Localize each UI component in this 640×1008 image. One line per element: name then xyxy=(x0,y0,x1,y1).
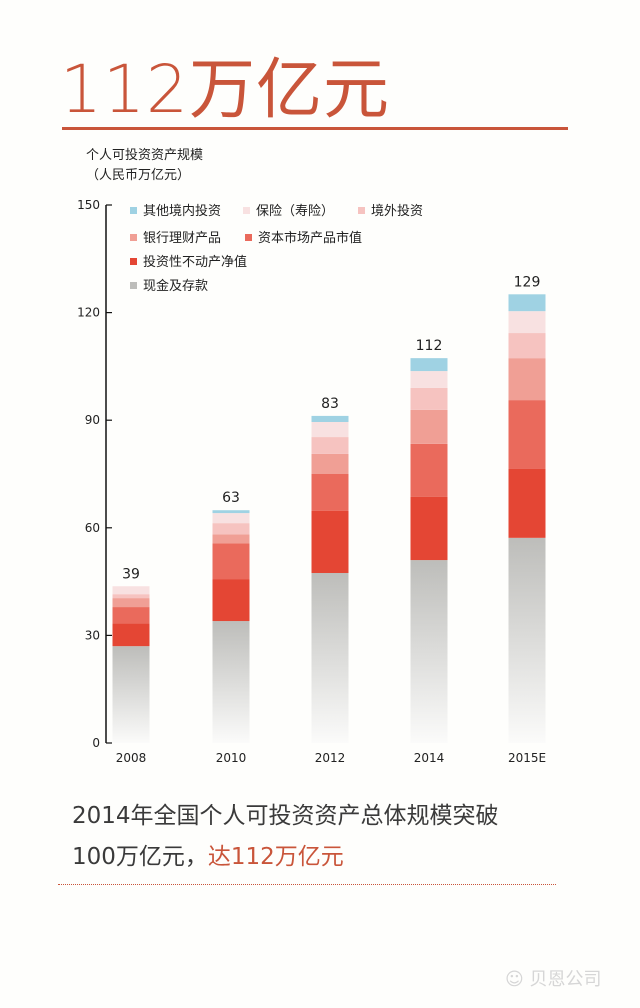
bar-segment xyxy=(410,358,448,372)
legend-swatch xyxy=(243,207,250,214)
bar-segment xyxy=(311,474,349,511)
legend-label: 保险（寿险） xyxy=(256,204,334,219)
bar-segment xyxy=(112,594,150,599)
bar-segment xyxy=(311,437,349,454)
y-axis-label-line2: （人民币万亿元） xyxy=(86,168,191,183)
bar-segment xyxy=(508,358,546,401)
bar-segment xyxy=(508,333,546,359)
bar-segment xyxy=(410,443,448,497)
legend-swatch xyxy=(245,234,252,241)
x-tick-label: 2014 xyxy=(414,751,445,765)
watermark-text: 贝恩公司 xyxy=(529,969,602,990)
summary-text: 2014年全国个人可投资资产总体规模突破 100万亿元，达112万亿元 xyxy=(72,796,499,878)
y-tick-label: 150 xyxy=(77,198,100,212)
bar-segment xyxy=(112,586,150,595)
legend-label: 投资性不动产净值 xyxy=(143,254,247,270)
bar-segment xyxy=(311,421,349,438)
summary-highlight: 达112万亿元 xyxy=(207,844,344,870)
bar-segment xyxy=(508,537,546,743)
bar-segment xyxy=(212,513,250,524)
bar-segment xyxy=(311,510,349,573)
y-tick-label: 0 xyxy=(92,736,100,750)
x-tick-label: 2012 xyxy=(315,751,346,765)
bar-segment xyxy=(410,496,448,561)
x-tick-label: 2010 xyxy=(216,751,247,765)
y-tick-label: 90 xyxy=(85,413,100,427)
bar-segment xyxy=(508,311,546,334)
bar-segment xyxy=(311,415,349,422)
headline: 112万亿元 xyxy=(60,51,390,128)
bar-segment xyxy=(112,607,150,624)
bar-total-label: 112 xyxy=(416,338,443,354)
bar-segment xyxy=(112,598,150,608)
bar-segment xyxy=(311,572,349,743)
bar-total-label: 83 xyxy=(321,396,339,412)
legend-swatch xyxy=(130,234,137,241)
legend-label: 资本市场产品市值 xyxy=(258,230,362,246)
bar-segment xyxy=(112,646,150,743)
bar-total-label: 129 xyxy=(514,274,541,290)
summary-line2: 100万亿元，达112万亿元 xyxy=(72,837,499,878)
bar-segment xyxy=(508,400,546,469)
bar-total-label: 63 xyxy=(222,490,240,506)
bar-segment xyxy=(212,621,250,743)
y-tick-label: 120 xyxy=(77,306,100,320)
legend-label: 其他境内投资 xyxy=(143,203,221,219)
title-rule xyxy=(62,127,568,130)
bar-segment xyxy=(410,371,448,388)
dotted-divider xyxy=(58,884,556,885)
bar-total-label: 39 xyxy=(122,566,140,582)
bar-segment xyxy=(212,510,250,514)
legend-label: 现金及存款 xyxy=(143,278,208,294)
bar-segment xyxy=(212,543,250,580)
bar-segment xyxy=(311,453,349,474)
summary-line1: 2014年全国个人可投资资产总体规模突破 xyxy=(72,803,499,829)
bar-segment xyxy=(212,534,250,544)
bar-segment xyxy=(410,409,448,444)
watermark: ☺ 贝恩公司 xyxy=(505,965,602,991)
legend-swatch xyxy=(358,207,365,214)
bar-segment xyxy=(212,523,250,535)
legend-label: 银行理财产品 xyxy=(143,231,221,246)
legend-swatch xyxy=(130,282,137,289)
y-axis-label-line1: 个人可投资资产规模 xyxy=(86,148,204,163)
bar-segment xyxy=(410,387,448,410)
bar-segment xyxy=(508,468,546,538)
bar-segment xyxy=(212,579,250,622)
bar-segment xyxy=(508,294,546,312)
y-tick-label: 30 xyxy=(85,628,100,642)
summary-plain: 100万亿元， xyxy=(72,844,208,870)
x-tick-label: 2015E xyxy=(508,751,546,765)
bar-segment xyxy=(410,560,448,743)
legend-label: 境外投资 xyxy=(371,203,423,219)
bar-segment xyxy=(112,623,150,647)
legend-swatch xyxy=(130,207,137,214)
y-tick-label: 60 xyxy=(85,521,100,535)
wechat-icon: ☺ xyxy=(505,969,530,990)
legend-swatch xyxy=(130,258,137,265)
x-tick-label: 2008 xyxy=(116,751,147,765)
y-axis-label: 个人可投资资产规模 （人民币万亿元） xyxy=(86,146,203,186)
